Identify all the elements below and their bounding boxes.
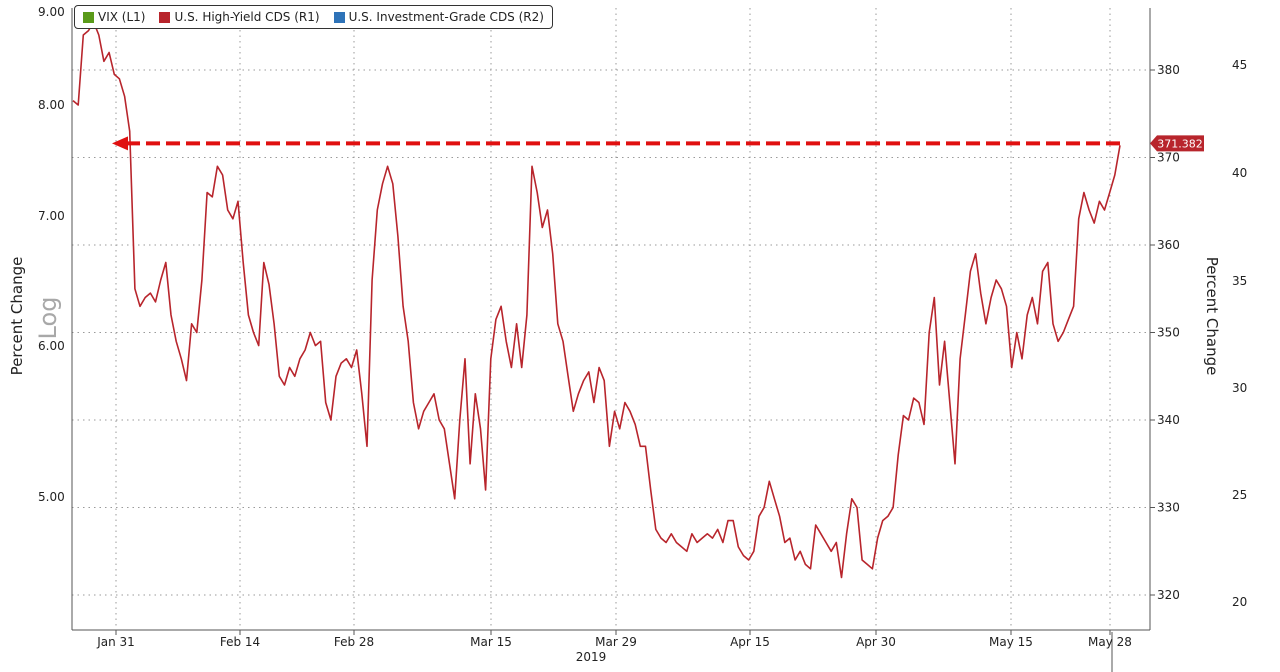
right-axis-2-tick-label: 25	[1232, 488, 1247, 502]
x-axis-tick-label: May 15	[989, 635, 1033, 649]
x-axis-tick-label: Apr 15	[730, 635, 770, 649]
right-axis-2-ticks: 45 40 35 30 25 20	[1232, 58, 1247, 609]
x-axis-tick-label: Mar 29	[595, 635, 637, 649]
annotation-arrowhead	[112, 136, 128, 151]
right-axis-1-tick-label: 320	[1157, 588, 1180, 602]
legend-label-vix: VIX (L1)	[98, 10, 146, 24]
right-axis-1-tick-label: 330	[1157, 501, 1180, 515]
series-lines	[72, 21, 1121, 579]
x-axis-tick-label: Feb 14	[220, 635, 260, 649]
x-axis-tick-label: May 28	[1088, 635, 1132, 649]
left-axis-ticks: 9.00 8.00 7.00 6.00 5.00	[38, 5, 65, 504]
last-value-badge	[1150, 135, 1204, 152]
left-axis-tick-label: 6.00	[38, 339, 65, 353]
legend-swatch-investment-grade	[333, 11, 345, 23]
right-axis-2-tick-label: 45	[1232, 58, 1247, 72]
axes	[71, 8, 1151, 672]
left-axis-tick-label: 9.00	[38, 5, 65, 19]
x-axis-ticks: Jan 31 Feb 14 Feb 28 Mar 15 Mar 29 Apr 15 Apr …	[96, 630, 1132, 649]
right-axis-2-tick-label: 30	[1232, 381, 1247, 395]
left-axis-tick-label: 8.00	[38, 98, 65, 112]
right-axis-title: Percent Change	[1203, 257, 1221, 376]
legend-swatch-vix	[83, 11, 94, 23]
legend: VIX (L1) U.S. High-Yield CDS (R1) U.S. I…	[74, 5, 553, 29]
x-axis-tick-label: Jan 31	[96, 635, 135, 649]
legend-label-high-yield: U.S. High-Yield CDS (R1)	[174, 10, 320, 24]
left-axis-tick-label: 5.00	[38, 490, 65, 504]
right-axis-1-tick-label: 350	[1157, 326, 1180, 340]
high-yield-cds-line	[72, 21, 1121, 579]
x-axis-tick-label: Mar 15	[470, 635, 512, 649]
x-axis-tick-label: Apr 30	[856, 635, 896, 649]
legend-swatch-high-yield	[159, 11, 171, 23]
legend-label-investment-grade: U.S. Investment-Grade CDS (R2)	[348, 10, 544, 24]
right-axis-2-tick-label: 35	[1232, 274, 1247, 288]
x-axis-year: 2019	[576, 650, 607, 664]
legend-item-high-yield[interactable]: U.S. High-Yield CDS (R1)	[159, 10, 320, 24]
right-axis-1-tick-label: 370	[1157, 151, 1180, 165]
last-value-label: 371.382	[1157, 137, 1203, 150]
right-axis-1-tick-label: 380	[1157, 63, 1180, 77]
legend-item-vix[interactable]: VIX (L1)	[83, 10, 145, 24]
right-axis-2-tick-label: 40	[1232, 166, 1247, 180]
legend-item-investment-grade[interactable]: U.S. Investment-Grade CDS (R2)	[333, 10, 544, 24]
right-axis-1-ticks: 380 370 360 350 340 330 320	[1150, 63, 1180, 602]
log-scale-label: Log	[34, 297, 62, 340]
x-axis-tick-label: Feb 28	[334, 635, 374, 649]
right-axis-2-tick-label: 20	[1232, 595, 1247, 609]
gridlines	[72, 8, 1148, 630]
annotation: 371.382	[112, 135, 1204, 152]
left-axis-title: Percent Change	[8, 257, 26, 376]
left-axis-tick-label: 7.00	[38, 209, 65, 223]
right-axis-1-tick-label: 340	[1157, 413, 1180, 427]
right-axis-1-tick-label: 360	[1157, 238, 1180, 252]
